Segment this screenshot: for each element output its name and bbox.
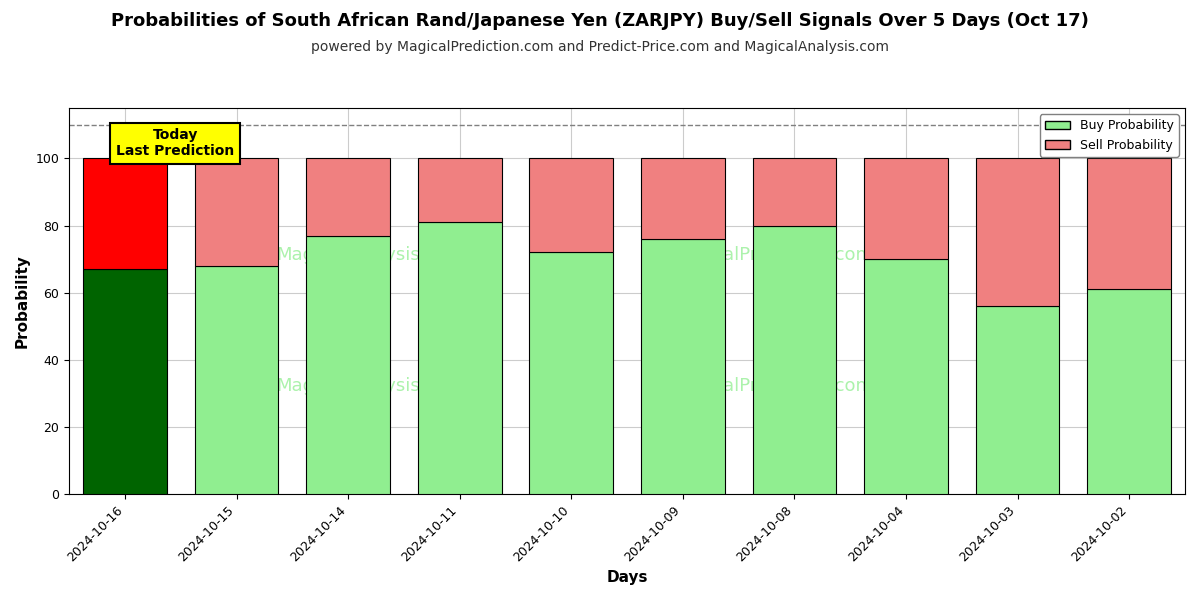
Bar xyxy=(194,158,278,266)
Bar xyxy=(1087,158,1171,289)
Text: Probabilities of South African Rand/Japanese Yen (ZARJPY) Buy/Sell Signals Over : Probabilities of South African Rand/Japa… xyxy=(112,12,1088,30)
Bar xyxy=(194,266,278,494)
Text: powered by MagicalPrediction.com and Predict-Price.com and MagicalAnalysis.com: powered by MagicalPrediction.com and Pre… xyxy=(311,40,889,54)
Bar xyxy=(752,158,836,226)
Bar xyxy=(83,158,167,269)
Bar xyxy=(976,306,1060,494)
Bar xyxy=(752,226,836,494)
Bar xyxy=(306,158,390,236)
Bar xyxy=(864,259,948,494)
Bar xyxy=(529,158,613,253)
Bar xyxy=(864,158,948,259)
Text: MagicalAnalysis.com: MagicalAnalysis.com xyxy=(276,246,464,264)
Text: MagicalAnalysis.com: MagicalAnalysis.com xyxy=(276,377,464,395)
Text: MagicalPrediction.com: MagicalPrediction.com xyxy=(671,377,874,395)
Bar xyxy=(976,158,1060,306)
Bar xyxy=(529,253,613,494)
Bar xyxy=(418,222,502,494)
Y-axis label: Probability: Probability xyxy=(16,254,30,348)
Bar xyxy=(83,269,167,494)
Bar xyxy=(1087,289,1171,494)
Bar xyxy=(418,158,502,222)
Text: Today
Last Prediction: Today Last Prediction xyxy=(116,128,234,158)
X-axis label: Days: Days xyxy=(606,570,648,585)
Bar xyxy=(641,158,725,239)
Legend: Buy Probability, Sell Probability: Buy Probability, Sell Probability xyxy=(1040,114,1178,157)
Text: MagicalPrediction.com: MagicalPrediction.com xyxy=(671,246,874,264)
Bar xyxy=(641,239,725,494)
Bar xyxy=(306,236,390,494)
